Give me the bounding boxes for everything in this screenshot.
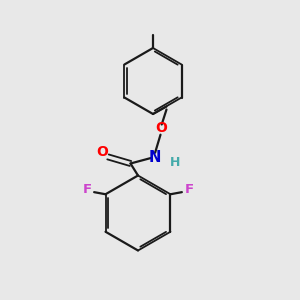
Text: N: N	[148, 150, 161, 165]
Text: F: F	[82, 183, 91, 196]
Text: O: O	[96, 145, 108, 159]
Text: O: O	[155, 121, 167, 135]
Text: F: F	[184, 183, 194, 196]
Text: H: H	[170, 155, 181, 169]
